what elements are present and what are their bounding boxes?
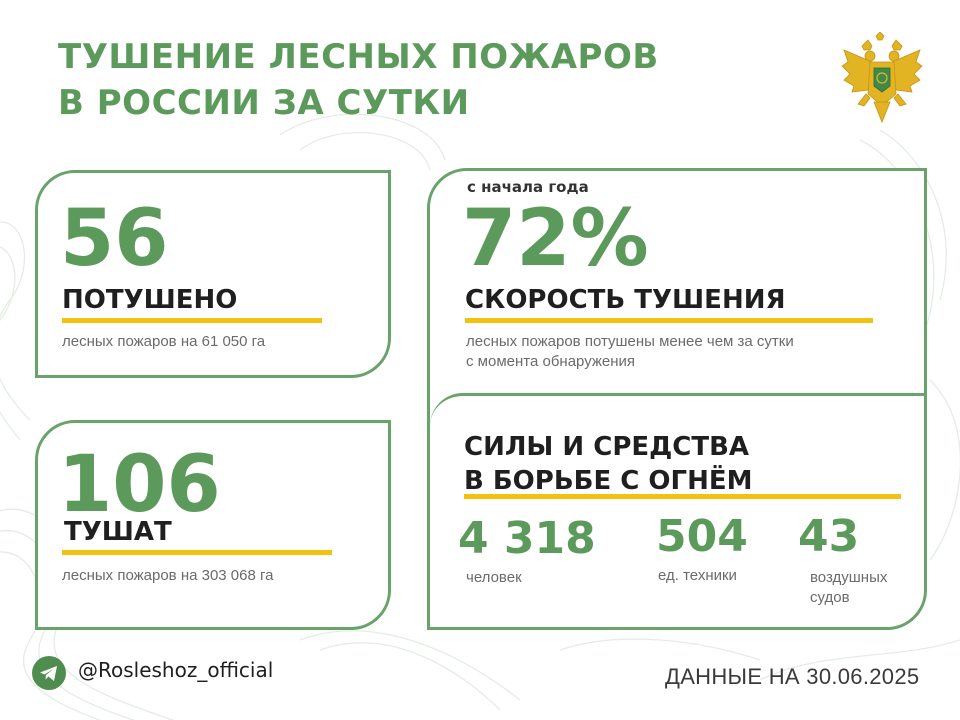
title-line-1: ТУШЕНИЕ ЛЕСНЫХ ПОЖАРОВ <box>58 37 659 77</box>
extinguished-note: лесных пожаров на 61 050 га <box>62 333 266 350</box>
speed-note-line-2: с момента обнаружения <box>466 353 636 370</box>
social-handle-link[interactable]: @Rosleshoz_official <box>78 658 274 682</box>
coat-of-arms-icon <box>841 32 923 124</box>
title-line-2: В РОССИИ ЗА СУТКИ <box>58 83 470 123</box>
being-extinguished-card <box>35 420 391 630</box>
aircraft-label-line-2: судов <box>810 589 850 606</box>
speed-and-forces-card <box>427 168 927 630</box>
extinguished-underline <box>62 318 322 323</box>
aircraft-value: 43 <box>798 511 860 562</box>
extinguished-card <box>35 170 391 378</box>
forces-heading: СИЛЫ И СРЕДСТВА В БОРЬБЕ С ОГНЁМ <box>464 430 753 498</box>
being-extinguished-label: ТУШАТ <box>64 517 172 547</box>
vehicles-value: 504 <box>656 511 748 562</box>
speed-label: СКОРОСТЬ ТУШЕНИЯ <box>465 285 786 315</box>
being-extinguished-note: лесных пожаров на 303 068 га <box>62 567 274 584</box>
forces-underline <box>464 494 901 499</box>
forces-heading-line-1: СИЛЫ И СРЕДСТВА <box>464 432 750 462</box>
speed-caption: с начала года <box>467 178 589 196</box>
vehicles-label: ед. техники <box>658 567 737 584</box>
speed-value: 72% <box>462 194 649 284</box>
extinguished-label: ПОТУШЕНО <box>62 285 238 315</box>
aircraft-label-line-1: воздушных <box>810 569 888 586</box>
being-extinguished-value: 106 <box>58 440 221 530</box>
card-divider <box>430 393 924 426</box>
extinguished-value: 56 <box>60 194 169 284</box>
speed-underline <box>465 318 873 323</box>
being-extinguished-underline <box>62 550 332 555</box>
people-label: человек <box>466 569 522 586</box>
page-title: ТУШЕНИЕ ЛЕСНЫХ ПОЖАРОВ В РОССИИ ЗА СУТКИ <box>58 34 659 126</box>
speed-note-line-1: лесных пожаров потушены менее чем за сут… <box>466 333 794 350</box>
data-date: ДАННЫЕ НА 30.06.2025 <box>665 664 920 689</box>
forces-heading-line-2: В БОРЬБЕ С ОГНЁМ <box>464 466 753 496</box>
telegram-icon[interactable] <box>32 656 66 690</box>
people-value: 4 318 <box>458 513 596 564</box>
